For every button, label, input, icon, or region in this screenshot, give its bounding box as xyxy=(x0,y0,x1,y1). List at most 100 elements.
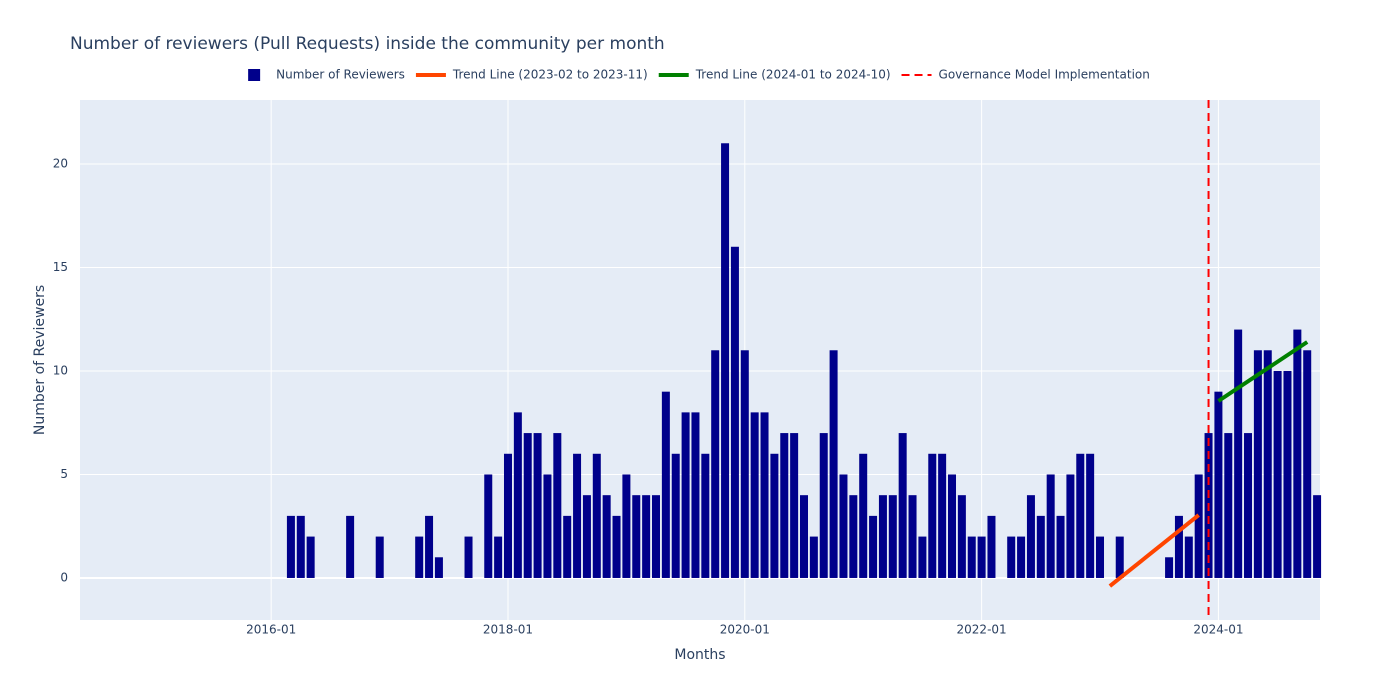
legend: Number of Reviewers Trend Line (2023-02 t… xyxy=(248,68,1150,82)
bar xyxy=(967,536,976,578)
bar xyxy=(711,350,720,578)
bar xyxy=(957,495,966,578)
bar xyxy=(1036,515,1045,578)
bar xyxy=(750,412,759,578)
bar xyxy=(425,515,434,578)
bar xyxy=(1313,495,1322,578)
bar xyxy=(494,536,503,578)
x-tick-label: 2016-01 xyxy=(246,623,296,637)
bar xyxy=(1263,350,1272,578)
plot-area xyxy=(80,100,1320,620)
legend-label: Governance Model Implementation xyxy=(939,68,1150,82)
x-tick-label: 2024-01 xyxy=(1193,623,1243,637)
bar xyxy=(592,453,601,578)
bar xyxy=(948,474,957,578)
bar xyxy=(602,495,611,578)
bar xyxy=(434,557,443,578)
trend-line xyxy=(1108,513,1200,588)
bar xyxy=(721,143,730,578)
bar xyxy=(730,246,739,578)
bar xyxy=(908,495,917,578)
bar xyxy=(799,495,808,578)
legend-item: Number of Reviewers xyxy=(248,68,405,82)
bar xyxy=(651,495,660,578)
bar xyxy=(1165,557,1174,578)
bar xyxy=(296,515,305,578)
chart-title: Number of reviewers (Pull Requests) insi… xyxy=(70,34,665,54)
bar xyxy=(839,474,848,578)
bar xyxy=(1086,453,1095,578)
bar xyxy=(612,515,621,578)
bar xyxy=(1253,350,1262,578)
bar xyxy=(829,350,838,578)
bar xyxy=(632,495,641,578)
bar xyxy=(346,515,355,578)
bar xyxy=(1096,536,1105,578)
bar xyxy=(1115,536,1124,578)
bar xyxy=(484,474,493,578)
bar xyxy=(849,495,858,578)
bar xyxy=(553,433,562,578)
bar xyxy=(582,495,591,578)
bar xyxy=(691,412,700,578)
bar xyxy=(661,391,670,578)
bar xyxy=(1283,370,1292,578)
bar xyxy=(977,536,986,578)
x-tick-label: 2022-01 xyxy=(957,623,1007,637)
marks xyxy=(286,100,1322,620)
bar xyxy=(987,515,996,578)
bar xyxy=(1066,474,1075,578)
bar xyxy=(918,536,927,578)
bar xyxy=(573,453,582,578)
bar xyxy=(563,515,572,578)
legend-item: Trend Line (2023-02 to 2023-11) xyxy=(415,68,648,82)
bar xyxy=(286,515,295,578)
bar xyxy=(306,536,315,578)
bar xyxy=(740,350,749,578)
bar xyxy=(1007,536,1016,578)
bar xyxy=(1174,515,1183,578)
bar xyxy=(1244,433,1253,578)
bar xyxy=(622,474,631,578)
bar xyxy=(701,453,710,578)
y-axis-label: Number of Reviewers xyxy=(32,285,48,435)
bar xyxy=(642,495,651,578)
bar xyxy=(928,453,937,578)
bar xyxy=(523,433,532,578)
bar xyxy=(780,433,789,578)
legend-item: Governance Model Implementation xyxy=(901,68,1150,82)
x-tick-label: 2018-01 xyxy=(483,623,533,637)
bar xyxy=(1214,391,1223,578)
y-tick-label: 20 xyxy=(53,156,68,170)
grid xyxy=(80,100,1320,620)
bar xyxy=(464,536,473,578)
bar xyxy=(513,412,522,578)
legend-label: Trend Line (2024-01 to 2024-10) xyxy=(695,68,891,82)
y-tick-label: 15 xyxy=(53,260,68,274)
x-tick-label: 2020-01 xyxy=(720,623,770,637)
bar xyxy=(415,536,424,578)
bar xyxy=(1017,536,1026,578)
x-axis-label: Months xyxy=(674,647,725,663)
bar xyxy=(1046,474,1055,578)
bar xyxy=(1224,433,1233,578)
bar xyxy=(1026,495,1035,578)
bar xyxy=(1056,515,1065,578)
bar xyxy=(1273,370,1282,578)
legend-label: Trend Line (2023-02 to 2023-11) xyxy=(452,68,648,82)
bar xyxy=(878,495,887,578)
legend-swatch xyxy=(248,69,261,81)
bar xyxy=(1293,329,1302,578)
bar xyxy=(770,453,779,578)
bar xyxy=(809,536,818,578)
trend-line xyxy=(1217,340,1309,403)
bar xyxy=(1184,536,1193,578)
y-tick-label: 0 xyxy=(60,570,68,584)
y-tick-label: 5 xyxy=(60,467,68,481)
bar xyxy=(859,453,868,578)
bar xyxy=(533,433,542,578)
bar xyxy=(375,536,384,578)
bar xyxy=(1194,474,1203,578)
bar xyxy=(1076,453,1085,578)
